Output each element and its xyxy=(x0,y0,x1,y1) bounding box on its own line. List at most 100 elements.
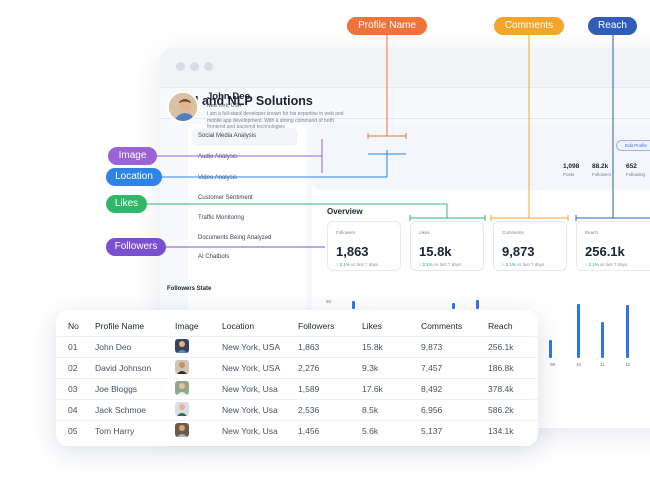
cell-name: Joe Bloggs xyxy=(95,384,138,394)
x-tick-label: 09 xyxy=(550,362,556,367)
sidebar-item-documents[interactable]: Documents Being Analyzed xyxy=(198,235,272,241)
column-header-followers: Followers xyxy=(298,321,335,331)
sidebar-item-chatbots[interactable]: AI Chatbots xyxy=(198,254,230,260)
row-divider xyxy=(56,378,538,379)
profile-thumbnail xyxy=(175,423,189,437)
cell-followers: 1,863 xyxy=(298,342,320,352)
cell-followers: 2,536 xyxy=(298,405,320,415)
cell-no: 04 xyxy=(68,405,78,415)
column-header-likes: Likes xyxy=(362,321,382,331)
cell-followers: 1,456 xyxy=(298,426,320,436)
profile-thumbnail xyxy=(175,339,189,353)
callout-comments: Comments xyxy=(494,17,564,35)
cell-name: Tom Harry xyxy=(95,426,135,436)
cell-no: 03 xyxy=(68,384,78,394)
profile-avatar xyxy=(167,91,199,123)
overview-title: Overview xyxy=(327,207,363,216)
row-divider xyxy=(56,336,538,337)
row-divider xyxy=(56,399,538,400)
callout-location: Location xyxy=(106,168,162,186)
cell-location: New York, USA xyxy=(222,342,281,352)
column-header-comments: Comments xyxy=(421,321,463,331)
cell-no: 05 xyxy=(68,426,78,436)
cell-likes: 9.3k xyxy=(362,363,379,373)
chart-bar xyxy=(601,322,604,358)
cell-likes: 17.6k xyxy=(362,384,383,394)
chart-bar xyxy=(549,340,552,358)
column-header-location: Location xyxy=(222,321,255,331)
cell-location: New York, Usa xyxy=(222,405,278,415)
cell-location: New York, USA xyxy=(222,363,281,373)
person-icon xyxy=(177,425,187,437)
profile-location: New York, USA xyxy=(207,103,242,109)
chart-bar xyxy=(452,303,455,309)
stat-followers: 88.2k Followers xyxy=(592,163,612,177)
callout-image: Image xyxy=(108,147,157,165)
cell-likes: 5.6k xyxy=(362,426,379,436)
profile-thumbnail xyxy=(175,360,189,374)
cell-comments: 6,956 xyxy=(421,405,443,415)
cell-location: New York, Usa xyxy=(222,426,278,436)
cell-comments: 5,137 xyxy=(421,426,443,436)
person-icon xyxy=(177,404,187,416)
column-header-image: Image xyxy=(175,321,199,331)
metric-card-followers: Followers 1,863 ↑ 2.1% vs last 7 days xyxy=(327,221,401,271)
callout-reach: Reach xyxy=(588,17,637,35)
window-dot-icon[interactable] xyxy=(204,62,213,71)
cell-no: 01 xyxy=(68,342,78,352)
edit-profile-button[interactable]: Edit Profile xyxy=(616,140,650,151)
metric-card-likes: Likes 15.8k ↑ 2.1% vs last 7 days xyxy=(410,221,484,271)
person-icon xyxy=(169,93,197,121)
cell-name: David Johnson xyxy=(95,363,152,373)
y-tick-label: 60 xyxy=(326,299,332,304)
column-header-profile-name: Profile Name xyxy=(95,321,145,331)
x-tick-label: 11 xyxy=(600,362,605,367)
sidebar-item-traffic[interactable]: Traffic Monitoring xyxy=(198,215,245,221)
stat-following: 652 Following xyxy=(626,163,646,177)
cell-comments: 8,492 xyxy=(421,384,443,394)
sidebar-item-audio[interactable]: Audio Analysis xyxy=(198,154,238,160)
chart-bar xyxy=(352,301,355,309)
divider xyxy=(160,118,650,119)
cell-no: 02 xyxy=(68,363,78,373)
profile-name: John Deo xyxy=(207,91,251,102)
callout-followers: Followers xyxy=(106,238,166,256)
person-icon xyxy=(177,341,187,353)
column-header-no: No xyxy=(68,321,79,331)
person-icon xyxy=(177,362,187,374)
callout-profile-name: Profile Name xyxy=(347,17,427,35)
cell-name: John Deo xyxy=(95,342,132,352)
chart-bar xyxy=(626,305,629,358)
profile-thumbnail xyxy=(175,381,189,395)
chart-bar xyxy=(476,300,479,309)
cell-reach: 256.1k xyxy=(488,342,514,352)
cell-likes: 8.5k xyxy=(362,405,379,415)
stat-posts: 1,098 Posts xyxy=(563,163,580,177)
cell-followers: 1,589 xyxy=(298,384,320,394)
cell-followers: 2,276 xyxy=(298,363,320,373)
window-titlebar xyxy=(160,48,650,88)
cell-reach: 186.8k xyxy=(488,363,514,373)
cell-likes: 15.8k xyxy=(362,342,383,352)
profile-thumbnail xyxy=(175,402,189,416)
cell-comments: 7,457 xyxy=(421,363,443,373)
profile-bio: I am a full-stack developer known for hi… xyxy=(207,111,344,130)
cell-reach: 134.1k xyxy=(488,426,514,436)
metric-card-comments: Comments 9,873 ↑ 2.1% vs last 7 days xyxy=(493,221,567,271)
column-header-reach: Reach xyxy=(488,321,513,331)
x-tick-label: 12 xyxy=(625,362,631,367)
sidebar-item-sentiment[interactable]: Customer Sentiment xyxy=(198,195,253,201)
person-icon xyxy=(177,383,187,395)
window-dot-icon[interactable] xyxy=(176,62,185,71)
cell-comments: 9,873 xyxy=(421,342,443,352)
x-tick-label: 10 xyxy=(576,362,582,367)
row-divider xyxy=(56,357,538,358)
sidebar-item-social-media[interactable]: Social Media Analysis xyxy=(192,128,298,146)
sidebar-item-video[interactable]: Video Analysis xyxy=(198,175,237,181)
window-dot-icon[interactable] xyxy=(190,62,199,71)
cell-reach: 586.2k xyxy=(488,405,514,415)
cell-reach: 378.4k xyxy=(488,384,514,394)
cell-location: New York, Usa xyxy=(222,384,278,394)
chart-title: Followers State xyxy=(167,286,212,292)
metric-card-reach: Reach 256.1k ↑ 2.1% vs last 7 days xyxy=(576,221,650,271)
